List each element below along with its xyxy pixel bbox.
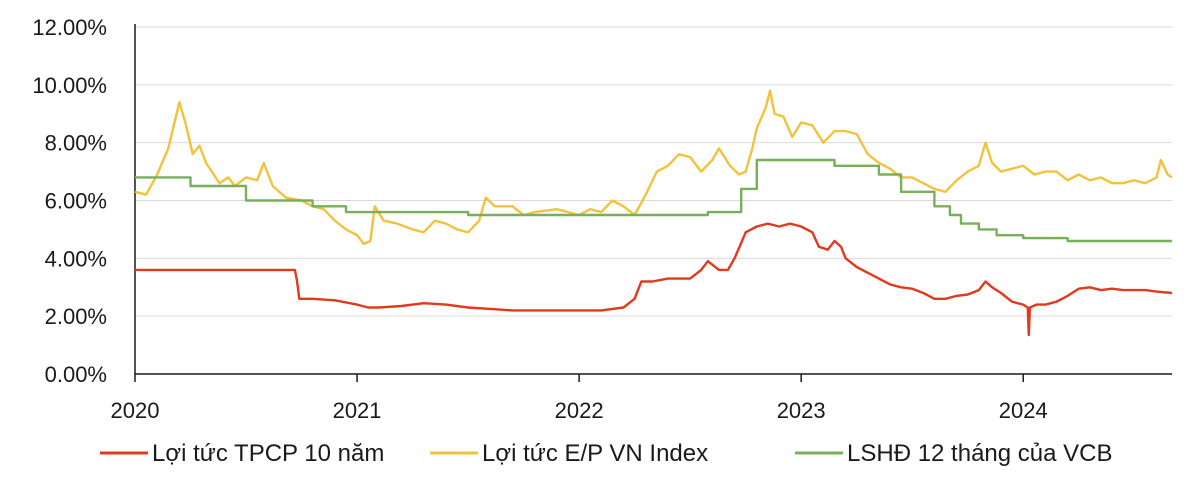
legend: Lợi tức TPCP 10 năm Lợi tức E/P VN Index L… (100, 440, 1113, 467)
legend-label: LSHĐ 12 tháng của VCB (847, 440, 1113, 467)
series-line-ep-vn-index (134, 89, 1173, 246)
y-axis: 0.00% 2.00% 4.00% 6.00% 8.00% 10.00% 12.00% (32, 15, 136, 387)
legend-label: Lợi tức E/P VN Index (482, 440, 708, 467)
x-tick-label: 2020 (111, 398, 160, 423)
series-lines (134, 89, 1173, 337)
legend-item: Lợi tức TPCP 10 năm (100, 440, 384, 467)
x-axis: 2020 2021 2022 2023 2024 (111, 373, 1172, 423)
y-tick-label: 8.00% (45, 131, 107, 156)
y-tick-label: 6.00% (45, 189, 107, 214)
grid-lines (135, 26, 1172, 317)
legend-item: Lợi tức E/P VN Index (430, 440, 708, 467)
series-line-tpcp-10-year (135, 222, 1173, 337)
y-tick-label: 0.00% (45, 362, 107, 387)
legend-item: LSHĐ 12 tháng của VCB (795, 440, 1113, 467)
legend-label: Lợi tức TPCP 10 năm (152, 440, 384, 467)
x-tick-label: 2024 (999, 398, 1048, 423)
y-tick-label: 10.00% (32, 73, 107, 98)
y-tick-label: 2.00% (45, 304, 107, 329)
series-line-vcb-12-month (135, 158, 1172, 243)
x-tick-label: 2021 (333, 398, 382, 423)
x-tick-label: 2023 (777, 398, 826, 423)
x-tick-label: 2022 (555, 398, 604, 423)
y-tick-label: 12.00% (32, 15, 107, 40)
y-tick-label: 4.00% (45, 246, 107, 271)
